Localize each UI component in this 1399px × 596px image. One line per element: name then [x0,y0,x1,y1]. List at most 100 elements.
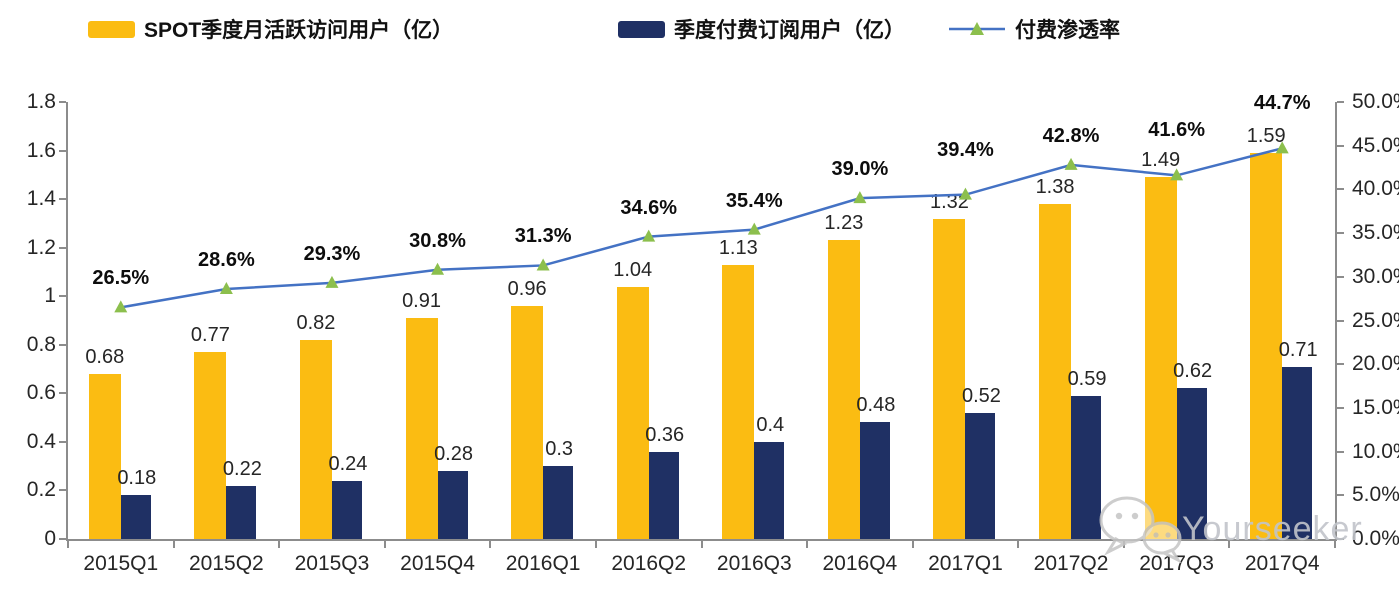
x-axis-label: 2017Q1 [928,552,1003,575]
legend-item-subs: 季度付费订阅用户（亿） [618,16,905,42]
y-axis-label-left: 1.6 [26,138,56,162]
penetration-label: 41.6% [1148,119,1205,142]
y-axis-tick-right [1337,144,1344,147]
penetration-marker [1064,157,1078,170]
bar-mau [194,352,227,539]
x-axis-label: 2016Q3 [716,552,792,575]
legend-label-penetration: 付费渗透率 [1015,19,1120,42]
bar-value-label-mau: 0.68 [85,345,125,368]
x-axis-tick [806,541,809,548]
bar-subs [543,466,574,539]
x-axis-label: 2015Q1 [83,552,159,575]
wechat-icon [1099,496,1182,564]
y-axis-tick-left [59,343,66,346]
y-axis-label-left: 0.4 [26,429,56,453]
bar-mau [827,240,860,539]
y-axis-tick-right [1337,450,1344,453]
x-axis-tick [383,541,386,548]
bar-mau [616,286,649,539]
bar-subs [859,422,890,539]
bar-value-label-mau: 0.91 [402,290,441,313]
y-axis-tick-left [59,295,66,298]
bar-value-label-mau: 1.04 [613,258,653,281]
penetration-marker [642,229,656,242]
y-axis-label-right: 20.0% [1352,352,1399,376]
watermark-text: Yourseeker [1182,510,1363,548]
y-axis-tick-left [59,101,66,103]
bar-value-label-mau: 0.77 [190,324,230,347]
y-axis-label-left: 1.8 [26,90,56,113]
penetration-label: 34.6% [620,196,678,219]
y-axis-tick-right [1337,538,1344,540]
y-axis-label-left: 0.6 [26,381,56,405]
bar-subs [754,441,785,539]
x-axis-label: 2015Q2 [189,552,264,575]
y-axis-tick-left [59,246,66,249]
y-axis-tick-right [1337,275,1344,278]
x-axis-label: 2015Q3 [294,552,370,575]
bar-value-label-mau: 1.49 [1141,149,1181,172]
bar-subs [120,495,151,539]
x-axis-tick [1334,541,1336,548]
x-axis-label: 2017Q3 [1139,552,1214,575]
bar-mau [933,218,966,539]
y-axis-label-right: 35.0% [1352,221,1399,245]
bar-subs [437,471,468,539]
subs-legend-swatch [618,20,665,38]
bar-value-label-subs: 0.22 [222,457,262,480]
y-axis-label-right: 10.0% [1352,439,1399,463]
y-axis-label-right: 45.0% [1352,133,1399,157]
penetration-marker [114,300,128,313]
bar-value-label-subs: 0.59 [1067,367,1107,390]
y-axis-label-left: 0 [44,527,56,550]
y-axis-label-left: 1.2 [26,235,56,259]
penetration-marker [853,191,867,204]
penetration-label: 44.7% [1253,92,1311,115]
penetration-label: 35.4% [725,189,783,212]
bar-value-label-mau: 1.59 [1246,124,1286,147]
bar-subs [1071,395,1102,539]
penetration-legend-marker [949,22,1005,35]
x-axis [66,539,1337,541]
penetration-label: 28.6% [198,249,255,272]
penetration-marker [747,222,761,235]
bar-mau [405,318,438,539]
y-axis-tick-left [59,489,66,492]
bar-mau [722,264,755,539]
y-axis-tick-right [1337,494,1344,497]
y-axis-label-left: 0.8 [26,332,56,356]
bar-mau [511,305,544,539]
y-axis-tick-right [1337,319,1344,322]
penetration-label: 29.3% [303,242,361,265]
y-axis-label-right: 25.0% [1352,308,1399,332]
y-axis-tick-left [59,198,66,201]
y-axis-label-right: 40.0% [1352,177,1399,201]
bar-value-label-mau: 0.82 [296,311,336,334]
bar-value-label-subs: 0.18 [117,467,157,490]
legend-label-mau: SPOT季度月活跃访问用户（亿） [144,19,454,42]
y-axis-tick-right [1337,101,1344,103]
y-axis-label-right: 50.0% [1352,90,1399,113]
penetration-marker [431,262,445,275]
x-axis-label: 2016Q2 [611,552,687,575]
bar-subs [648,451,679,539]
bar-value-label-subs: 0.24 [328,452,368,475]
y-axis-tick-right [1337,188,1344,191]
x-axis-label: 2015Q4 [400,552,475,575]
y-axis-label-left: 1 [44,284,56,308]
legend-item-penetration: 付费渗透率 [948,16,1120,42]
bar-mau [299,339,332,539]
x-axis-label: 2016Q1 [505,552,581,575]
bar-value-label-subs: 0.3 [545,438,574,461]
y-axis-tick-left [59,392,66,395]
bar-value-label-subs: 0.62 [1173,360,1213,383]
y-axis-tick-right [1337,406,1344,409]
bar-value-label-mau: 1.38 [1035,175,1075,198]
mau-legend-swatch [88,20,135,38]
x-axis-tick [1228,541,1231,548]
legend-label-subs: 季度付费订阅用户（亿） [674,19,905,42]
bar-mau [88,373,121,539]
bar-subs [1176,388,1207,539]
y-axis-label-right: 0.0% [1352,527,1399,550]
penetration-label: 31.3% [514,225,572,248]
